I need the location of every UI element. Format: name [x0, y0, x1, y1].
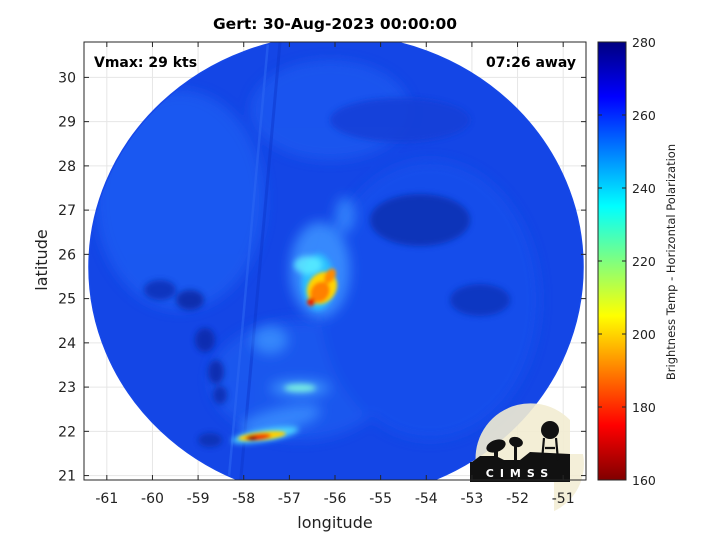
x-tick-label: -56 — [324, 491, 347, 507]
x-axis-label: longitude — [297, 513, 372, 532]
logo-text: CIMSS — [486, 467, 554, 480]
y-tick-label: 27 — [58, 203, 76, 219]
x-tick-label: -59 — [187, 491, 210, 507]
x-tick-label: -57 — [278, 491, 301, 507]
time-away-annotation: 07:26 away — [486, 55, 576, 71]
y-tick-label: 28 — [58, 159, 76, 175]
x-tick-label: -54 — [415, 491, 438, 507]
x-axis-ticks: -61 -60 -59 -58 -57 -56 -55 -54 -53 -52 -51 — [95, 42, 575, 507]
colorbar-tick-label: 260 — [632, 108, 656, 123]
x-tick-label: -61 — [95, 491, 118, 507]
x-tick-label: -58 — [232, 491, 255, 507]
brightness-swath — [88, 42, 584, 480]
y-tick-label: 25 — [58, 292, 76, 308]
x-tick-label: -51 — [552, 491, 575, 507]
vmax-annotation: Vmax: 29 kts — [94, 55, 197, 71]
x-tick-label: -60 — [141, 491, 164, 507]
y-tick-label: 26 — [58, 247, 76, 263]
chart-title: Gert: 30-Aug-2023 00:00:00 — [213, 15, 457, 33]
colorbar — [597, 41, 627, 481]
colorbar-tick-label: 280 — [632, 35, 656, 50]
colorbar-tick-label: 220 — [632, 254, 656, 269]
x-tick-label: -55 — [369, 491, 392, 507]
y-axis-label: latitude — [32, 229, 51, 290]
x-tick-label: -53 — [460, 491, 483, 507]
y-axis-ticks: 21 22 23 24 25 26 27 28 29 30 — [58, 70, 586, 485]
colorbar-ticks: 160 180 200 220 240 260 280 — [598, 35, 656, 488]
cimss-logo: CIMSS — [470, 403, 584, 512]
x-tick-label: -52 — [506, 491, 529, 507]
y-tick-label: 21 — [58, 469, 76, 485]
y-tick-label: 23 — [58, 380, 76, 396]
colorbar-label: Brightness Temp - Horizontal Polarizatio… — [664, 144, 678, 380]
colorbar-tick-label: 160 — [632, 473, 656, 488]
y-tick-label: 24 — [58, 336, 76, 352]
y-tick-label: 30 — [58, 70, 76, 86]
colorbar-tick-label: 180 — [632, 400, 656, 415]
y-tick-label: 29 — [58, 115, 76, 131]
y-tick-label: 22 — [58, 424, 76, 440]
colorbar-tick-label: 200 — [632, 327, 656, 342]
colorbar-tick-label: 240 — [632, 181, 656, 196]
